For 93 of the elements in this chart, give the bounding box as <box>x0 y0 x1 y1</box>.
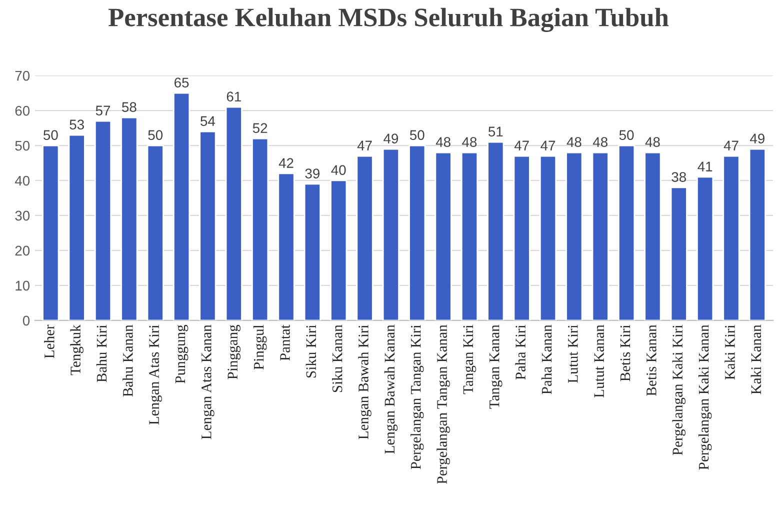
x-tick-label: Pinggang <box>228 324 241 380</box>
x-tick-label: Bahu Kanan <box>122 324 133 397</box>
bar <box>120 116 138 320</box>
bar <box>460 152 478 320</box>
data-label: 42 <box>278 158 294 168</box>
x-tick-label: Lutut Kanan <box>594 324 604 398</box>
bar <box>330 180 348 320</box>
x-tick-label: Leher <box>44 324 54 358</box>
bar <box>592 152 609 320</box>
data-label: 53 <box>70 120 84 130</box>
bar <box>356 155 374 320</box>
data-label: 40 <box>331 165 346 175</box>
bar <box>94 120 112 320</box>
data-label: 58 <box>122 102 136 112</box>
data-label: 61 <box>226 92 241 102</box>
data-label: 48 <box>592 137 608 147</box>
bar <box>173 92 190 320</box>
data-label: 51 <box>488 126 503 136</box>
data-label: 65 <box>174 78 189 88</box>
x-tick-label: Pergelangan Tangan Kiri <box>410 324 424 470</box>
x-tick-label: Tangan Kiri <box>463 324 476 394</box>
x-tick-label: Lengan Bawah Kiri <box>358 324 372 440</box>
x-tick-label: Siku Kanan <box>332 324 342 392</box>
data-label: 49 <box>384 134 398 144</box>
y-tick-label: 0 <box>22 316 30 326</box>
bar <box>696 176 714 320</box>
data-label: 48 <box>436 137 450 147</box>
x-tick-label: Pergelangan Tangan Kanan <box>436 324 450 484</box>
bar <box>68 134 86 320</box>
bar <box>748 148 766 320</box>
bar <box>434 152 452 320</box>
bar <box>278 172 295 320</box>
bar <box>566 152 583 320</box>
data-label: 50 <box>410 130 424 140</box>
x-tick-label: Bahu Kiri <box>96 324 107 382</box>
bar <box>487 141 504 320</box>
bar <box>199 130 216 320</box>
x-tick-label: Lutut Kiri <box>568 324 578 383</box>
x-tick-label: Pergelangan Kaki Kiri <box>672 324 686 456</box>
data-label: 49 <box>750 134 764 144</box>
y-tick-label: 20 <box>15 246 30 256</box>
x-tick-label: Pinggul <box>253 324 267 370</box>
x-tick-label: Paha Kanan <box>541 324 552 394</box>
data-label: 52 <box>252 123 268 133</box>
bar <box>539 155 557 320</box>
y-tick-label: 40 <box>14 176 30 186</box>
data-label: 48 <box>566 137 582 147</box>
x-tick-label: Lengan Atas Kiri <box>149 324 162 425</box>
bar <box>644 152 662 320</box>
bar <box>42 144 60 320</box>
y-tick-label: 70 <box>15 70 30 81</box>
data-label: 50 <box>148 130 163 140</box>
x-tick-label: Paha Kiri <box>515 324 526 380</box>
x-tick-label: Kaki Kanan <box>750 324 762 394</box>
x-tick-label: Siku Kiri <box>306 324 316 378</box>
x-tick-label: Tengkuk <box>70 324 84 376</box>
y-tick-label: 60 <box>15 106 30 116</box>
bar <box>146 144 164 320</box>
data-label: 47 <box>540 140 556 150</box>
data-label: 38 <box>672 172 686 182</box>
x-tick-label: Punggung <box>175 324 188 384</box>
data-label: 48 <box>645 137 660 147</box>
x-tick-label: Tangan Kanan <box>490 324 502 409</box>
x-tick-label: Betis Kanan <box>646 324 656 396</box>
x-tick-label: Betis Kiri <box>620 324 630 382</box>
x-tick-label: Lengan Bawah Kanan <box>384 324 398 454</box>
data-label: 39 <box>305 168 320 178</box>
data-label: 48 <box>462 137 477 147</box>
data-label: 50 <box>44 130 58 140</box>
bar <box>408 144 426 320</box>
x-tick-label: Pergelangan Kaki Kanan <box>698 324 712 470</box>
y-tick-label: 50 <box>15 140 30 151</box>
data-label: 47 <box>357 140 372 150</box>
data-label: 47 <box>724 140 738 150</box>
bar <box>618 144 636 320</box>
bar <box>252 138 269 320</box>
bar <box>513 155 530 320</box>
y-tick-label: 30 <box>15 210 30 221</box>
x-tick-label: Pantat <box>280 324 290 361</box>
data-label: 54 <box>200 116 216 126</box>
bar <box>722 155 740 320</box>
bar <box>225 106 242 320</box>
data-label: 50 <box>619 130 634 140</box>
y-tick-label: 10 <box>16 280 30 291</box>
bar <box>382 148 400 320</box>
x-tick-label: Kaki Kiri <box>724 324 735 380</box>
bar <box>304 183 321 320</box>
chart-title: Persentase Keluhan MSDs Seluruh Bagian Tubuh <box>108 8 669 32</box>
x-tick-label: Lengan Atas Kanan <box>202 324 214 440</box>
data-label: 41 <box>698 162 712 172</box>
data-label: 47 <box>514 140 529 150</box>
bar <box>670 186 688 320</box>
data-label: 57 <box>96 106 110 116</box>
